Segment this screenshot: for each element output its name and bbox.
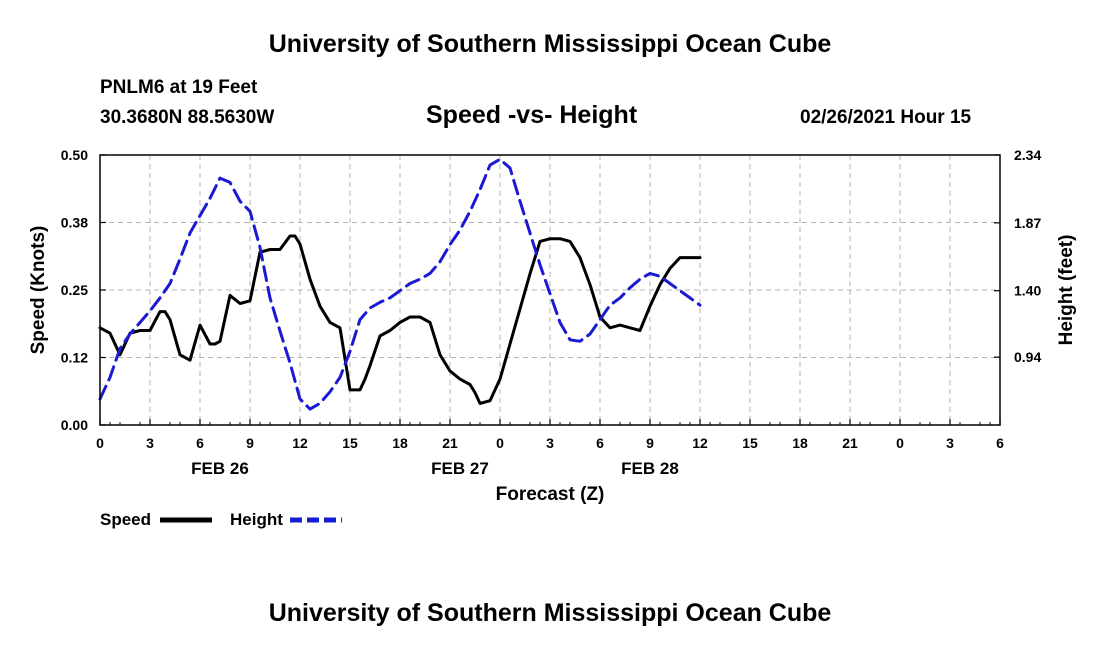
x-tick-label: 18	[392, 435, 408, 451]
chart-title: Speed -vs- Height	[426, 101, 638, 129]
coordinates-label: 30.3680N 88.5630W	[100, 107, 275, 128]
x-tick-label: 0	[496, 435, 504, 451]
y-tick-label: 0.50	[61, 147, 88, 163]
x-tick-label: 9	[646, 435, 654, 451]
legend-speed-label: Speed	[100, 510, 151, 529]
x-tick-label: 12	[292, 435, 308, 451]
legend-height-label: Height	[230, 510, 283, 529]
legend: Speed Height	[100, 510, 342, 529]
x-tick-label: 21	[842, 435, 858, 451]
y-tick-label: 0.38	[61, 215, 88, 231]
y-axis-label: Speed (Knots)	[28, 226, 49, 355]
x-tick-label: 9	[246, 435, 254, 451]
timestamp-label: 02/26/2021 Hour 15	[800, 107, 972, 128]
x-axis-label: Forecast (Z)	[496, 484, 605, 505]
y-tick-label: 0.25	[61, 282, 88, 298]
y2-tick-label: 1.40	[1014, 283, 1041, 299]
x-tick-label: 0	[896, 435, 904, 451]
date-label: FEB 28	[621, 459, 679, 478]
x-tick-label: 12	[692, 435, 708, 451]
x-tick-label: 3	[546, 435, 554, 451]
date-label: FEB 27	[431, 459, 489, 478]
x-tick-label: 3	[946, 435, 954, 451]
speed-series-line	[98, 234, 702, 405]
x-tick-label: 15	[742, 435, 758, 451]
y2-tick-label: 0.94	[1014, 349, 1041, 365]
date-label: FEB 26	[191, 459, 249, 478]
footer-title: University of Southern Mississippi Ocean…	[268, 599, 832, 627]
station-label: PNLM6 at 19 Feet	[100, 77, 258, 98]
y-tick-label: 0.00	[61, 417, 88, 433]
series	[98, 157, 702, 411]
axes: 0 3 6 9 12 15 18 21 0 3 6 9 12 15 18 21 0 3 6 0.00 0.12 0.25 0…	[61, 147, 1042, 478]
x-tick-label: 0	[96, 435, 104, 451]
x-tick-label: 6	[996, 435, 1004, 451]
y2-axis-label: Height (feet)	[1056, 235, 1077, 346]
y-tick-label: 0.12	[61, 350, 88, 366]
y2-tick-label: 1.87	[1014, 215, 1041, 231]
height-series-line	[98, 157, 702, 411]
x-tick-label: 6	[596, 435, 604, 451]
x-tick-label: 15	[342, 435, 358, 451]
x-tick-label: 18	[792, 435, 808, 451]
y2-tick-label: 2.34	[1014, 147, 1041, 163]
x-tick-label: 21	[442, 435, 458, 451]
x-tick-label: 6	[196, 435, 204, 451]
x-tick-label: 3	[146, 435, 154, 451]
page-title: University of Southern Mississippi Ocean…	[268, 30, 832, 58]
